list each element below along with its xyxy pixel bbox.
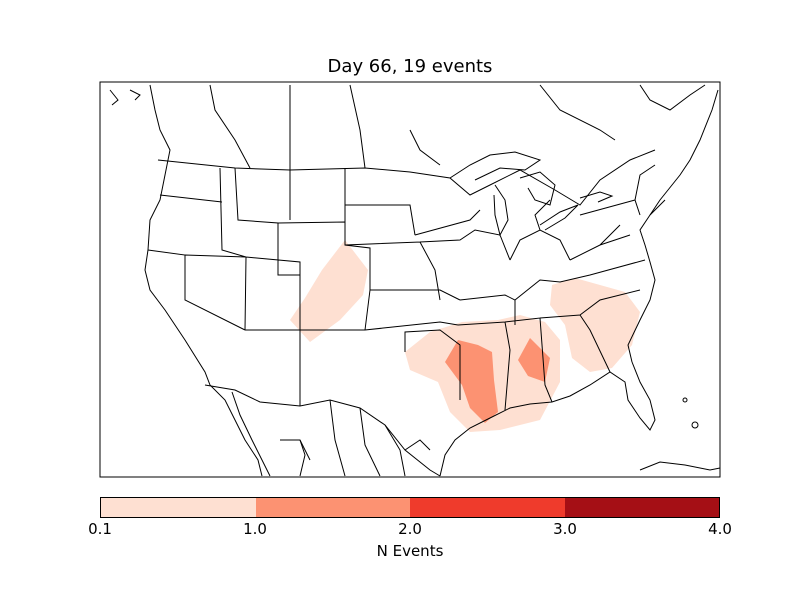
lake-huron [519, 171, 556, 206]
colorbar-label: N Events [376, 542, 444, 560]
lake-superior [449, 151, 542, 181]
event-shading [290, 240, 640, 432]
colorbar-segment-2 [255, 498, 410, 517]
region-southeast-light [550, 278, 640, 372]
colorbar-segment-3 [410, 498, 565, 517]
colorbar-tick: 1.0 [243, 520, 267, 538]
small-features [109, 84, 721, 471]
region-arkla-medium [445, 340, 498, 423]
alaska-coast-fragment [109, 89, 141, 106]
hudson-coast [639, 84, 706, 111]
baja-coastline [231, 391, 271, 477]
colorbar-tick: 3.0 [553, 520, 577, 538]
cuba-fragment [639, 461, 721, 471]
state-lines [147, 164, 666, 411]
colorbar-tick: 2.0 [398, 520, 422, 538]
colorbar [100, 497, 720, 518]
canada-provinces [209, 84, 616, 170]
lake-ontario [579, 191, 614, 203]
region-alabama-medium [518, 338, 550, 382]
map-frame [99, 81, 721, 478]
atlantic-coastline [627, 89, 719, 363]
mexico-border [204, 384, 441, 477]
florida-keys [691, 421, 699, 429]
colorbar-tick: 0.1 [88, 520, 112, 538]
colorbar-segment-4 [564, 498, 719, 517]
mexico-coast [299, 439, 306, 477]
colorbar-tick: 4.0 [708, 520, 732, 538]
boundaries [144, 84, 719, 477]
canada-border [157, 149, 656, 206]
mexico-states [280, 399, 431, 477]
gulf-coastline [439, 361, 656, 477]
region-colorado-light [290, 240, 368, 342]
lake-erie [539, 204, 579, 231]
lake-michigan [493, 184, 509, 237]
map-title: Day 66, 19 events [327, 56, 493, 77]
pacific-coastline [144, 84, 263, 477]
colorbar-segment-1 [101, 498, 256, 517]
